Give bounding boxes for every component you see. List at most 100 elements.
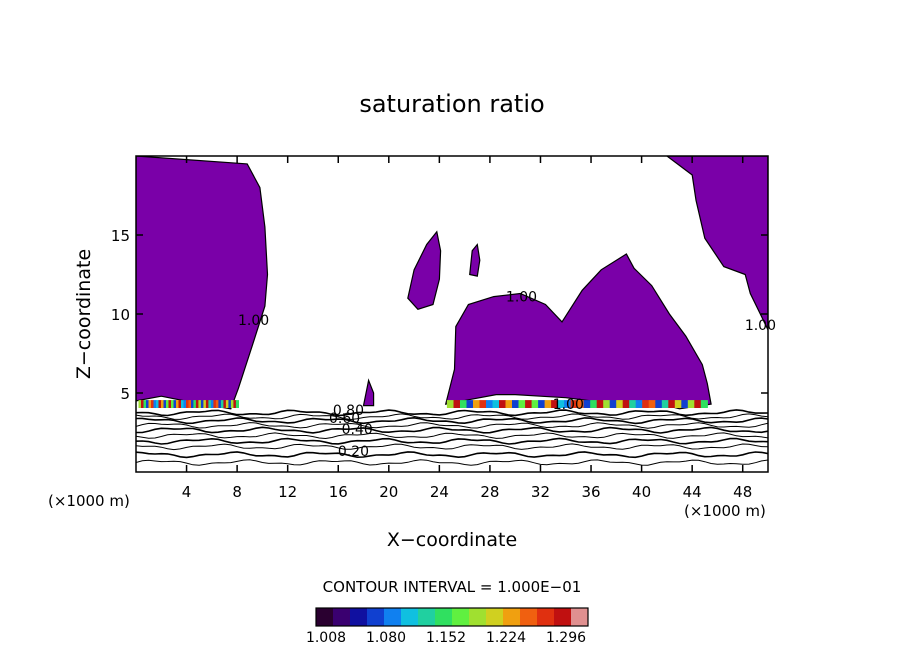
colorbar-swatch (350, 608, 368, 626)
x-tick-label: 4 (182, 483, 192, 501)
contour-label: 0.40 (342, 422, 373, 438)
central-band-cell (655, 400, 663, 408)
colorbar-swatch (452, 608, 470, 626)
region-central-anvil (444, 253, 712, 410)
left-band-cell (146, 400, 150, 408)
left-band-cell (208, 400, 212, 408)
colorbar-swatch (333, 608, 351, 626)
colorbar-swatch (537, 608, 555, 626)
central-band-cell (499, 400, 507, 408)
left-band-cell (193, 400, 197, 408)
left-band-cell (195, 400, 199, 408)
contour-label: 1.00 (553, 397, 584, 413)
central-band-cell (648, 400, 656, 408)
colorbar (315, 607, 589, 627)
left-band-cell (235, 400, 239, 408)
left-band-cell (141, 400, 145, 408)
x-axis-label: X−coordinate (387, 529, 517, 551)
central-band-cell (551, 400, 559, 408)
central-band-cell (674, 400, 682, 408)
colorbar-tick-label: 1.296 (546, 630, 586, 646)
left-band-cell (218, 400, 222, 408)
colorbar-swatch (486, 608, 504, 626)
x-tick-label: 20 (379, 483, 398, 501)
left-band-cell (228, 400, 232, 408)
contour-line (136, 437, 768, 445)
contour-interval-label: CONTOUR INTERVAL = 1.000E−01 (323, 578, 582, 596)
contour-label: 1.00 (506, 289, 537, 305)
colorbar-tick-label: 1.008 (306, 630, 346, 646)
colorbar-swatch (384, 608, 402, 626)
left-band-cell (233, 400, 237, 408)
left-band-cell (171, 400, 175, 408)
region-cell-c (362, 378, 375, 407)
left-band-cell (151, 400, 155, 408)
colorbar-swatch (554, 608, 572, 626)
left-band-cell (161, 400, 165, 408)
y-axis-label: Z−coordinate (73, 249, 95, 379)
central-band-cell (642, 400, 650, 408)
x-tick-label: 48 (733, 483, 752, 501)
region-cell-b (469, 243, 481, 277)
x-tick-label: 12 (278, 483, 297, 501)
chart-title: saturation ratio (359, 90, 544, 118)
central-band-cell (486, 400, 494, 408)
central-band-cell (629, 400, 637, 408)
y-tick-label: 10 (111, 306, 130, 324)
left-band-cell (220, 400, 224, 408)
contour-line (136, 416, 768, 425)
central-band-cell (564, 400, 572, 408)
contour-line (136, 422, 768, 429)
left-band-cell (183, 400, 187, 408)
colorbar-swatch (469, 608, 487, 626)
left-band-cell (173, 400, 177, 408)
central-band-cell (512, 400, 520, 408)
x-unit-right: (×1000 m) (684, 502, 766, 520)
left-band-cell (210, 400, 214, 408)
left-band-cell (181, 400, 185, 408)
x-tick-label: 28 (480, 483, 499, 501)
contour-line (136, 432, 768, 440)
left-band-cell (163, 400, 167, 408)
x-tick-label: 44 (683, 483, 702, 501)
left-band-cell (153, 400, 157, 408)
central-band-cell (525, 400, 533, 408)
colorbar-tick-label: 1.224 (486, 630, 526, 646)
colorbar-swatch (435, 608, 453, 626)
left-band-cell (223, 400, 227, 408)
contour-label: 1.00 (238, 313, 269, 329)
region-left-region (136, 156, 269, 410)
contour-line (136, 459, 768, 466)
left-band-cell (213, 400, 217, 408)
colorbar-swatch (571, 608, 589, 626)
central-band-cell (583, 400, 591, 408)
left-band-cell (203, 400, 207, 408)
left-band-cell (158, 400, 162, 408)
central-band-cell (531, 400, 539, 408)
left-band-cell (188, 400, 192, 408)
colorbar-swatch (418, 608, 436, 626)
central-band-cell (603, 400, 611, 408)
central-band-cell (492, 400, 500, 408)
contour-label: 0.20 (338, 444, 369, 460)
y-tick-label: 5 (120, 385, 130, 403)
central-band-cell (518, 400, 526, 408)
central-band-cell (544, 400, 552, 408)
central-band-cell (505, 400, 513, 408)
central-band-cell (687, 400, 695, 408)
colorbar-swatch (520, 608, 538, 626)
plot-area (136, 156, 768, 466)
central-band-cell (577, 400, 585, 408)
left-band-cell (230, 400, 234, 408)
central-band-cell (538, 400, 546, 408)
colorbar-frame (315, 607, 589, 627)
colorbar-swatch (503, 608, 521, 626)
left-band-cell (205, 400, 209, 408)
left-band-cell (186, 400, 190, 408)
central-band-cell (473, 400, 481, 408)
central-band-cell (479, 400, 487, 408)
colorbar-swatch (316, 608, 334, 626)
central-band-cell (570, 400, 578, 408)
x-tick-label: 16 (329, 483, 348, 501)
